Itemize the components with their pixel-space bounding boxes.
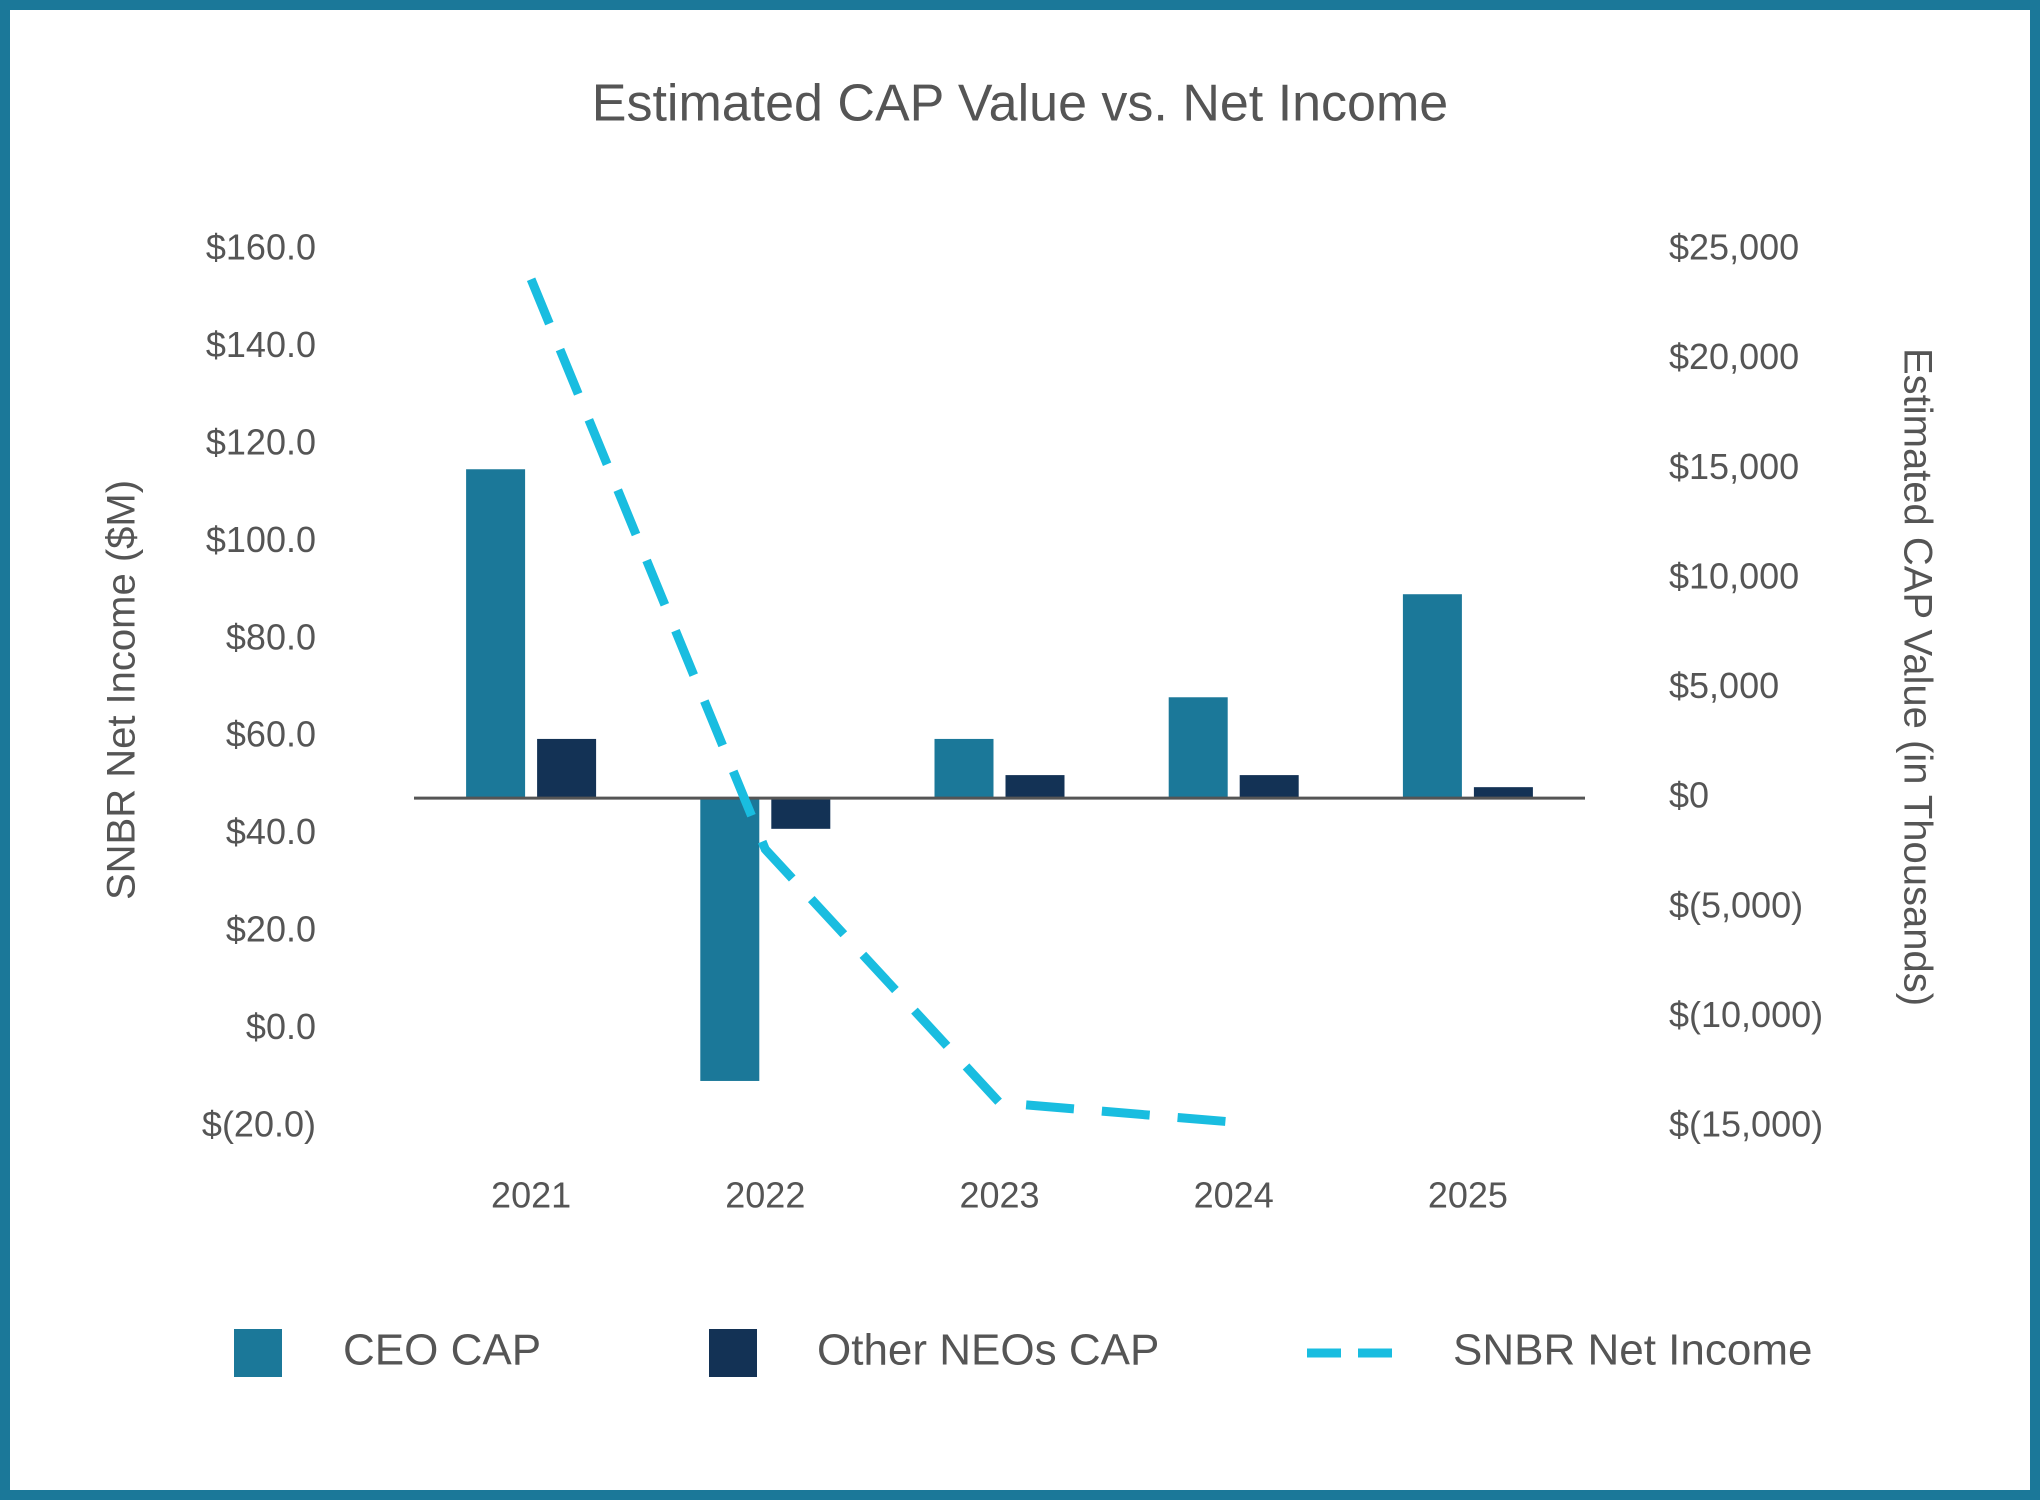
y2-axis-label: Estimated CAP Value (in Thousands) <box>1895 348 1939 1006</box>
y-tick-label: $140.0 <box>206 324 316 365</box>
x-tick-label: 2025 <box>1428 1175 1508 1216</box>
y-axis-label: SNBR Net Income ($M) <box>100 480 144 900</box>
legend-label: SNBR Net Income <box>1453 1326 1812 1375</box>
y2-tick-label: $15,000 <box>1669 446 1799 487</box>
bar <box>1168 697 1228 799</box>
bar <box>771 798 831 829</box>
bar <box>1005 775 1065 799</box>
line <box>526 277 1235 1127</box>
x-tick-label: 2024 <box>1194 1175 1274 1216</box>
y2-tick-label: $5,000 <box>1669 665 1779 706</box>
bar <box>537 738 597 799</box>
y2-tick-label: $(15,000) <box>1669 1104 1823 1145</box>
x-tick-label: 2023 <box>959 1175 1039 1216</box>
y-tick-label: $40.0 <box>226 811 316 852</box>
x-tick-label: 2022 <box>725 1175 805 1216</box>
y2-tick-label: $(5,000) <box>1669 884 1803 925</box>
bar <box>700 798 760 1081</box>
bar <box>466 469 526 799</box>
bar <box>1402 594 1462 799</box>
y-tick-label: $120.0 <box>206 421 316 462</box>
y-tick-label: $20.0 <box>226 909 316 950</box>
y-tick-label: $160.0 <box>206 227 316 268</box>
y-tick-label: $(20.0) <box>202 1104 316 1145</box>
bar <box>1239 775 1299 799</box>
y-tick-label: $60.0 <box>226 714 316 755</box>
y2-tick-label: $20,000 <box>1669 336 1799 377</box>
bar <box>1473 787 1533 799</box>
legend-label: Other NEOs CAP <box>817 1326 1159 1375</box>
bar <box>934 738 994 799</box>
y-tick-label: $80.0 <box>226 616 316 657</box>
y2-tick-label: $0 <box>1669 775 1709 816</box>
chart-title: Estimated CAP Value vs. Net Income <box>592 75 1448 133</box>
y2-tick-label: $10,000 <box>1669 555 1799 596</box>
legend-swatch <box>234 1329 282 1377</box>
y2-tick-label: $(10,000) <box>1669 994 1823 1035</box>
y2-tick-label: $25,000 <box>1669 227 1799 268</box>
x-tick-label: 2021 <box>491 1175 571 1216</box>
y-tick-label: $100.0 <box>206 519 316 560</box>
y-tick-label: $0.0 <box>246 1006 316 1047</box>
legend-label: CEO CAP <box>343 1326 541 1375</box>
legend-swatch <box>709 1329 757 1377</box>
